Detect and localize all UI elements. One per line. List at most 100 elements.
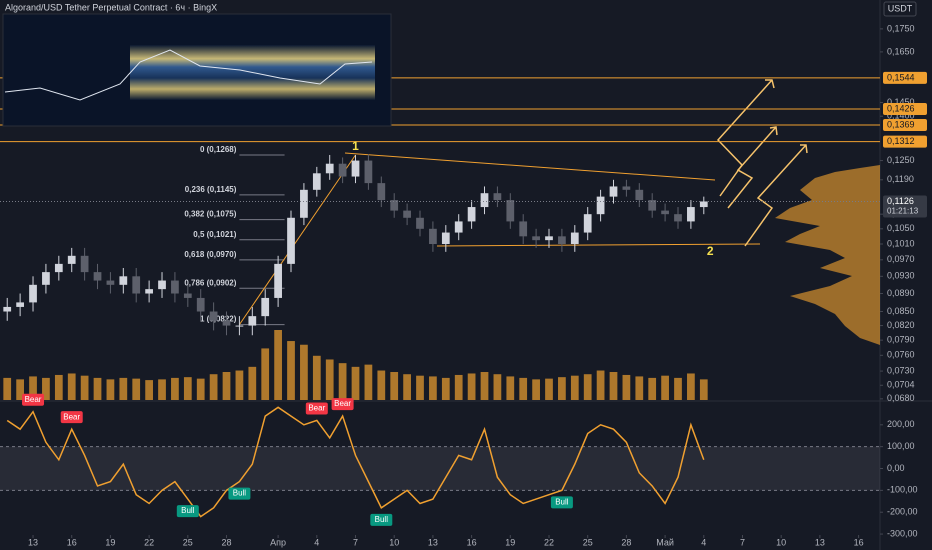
- inset-heatmap: [2, 13, 392, 127]
- volume-bar: [351, 366, 360, 400]
- fib-label: 0,382 (0,1075): [184, 210, 236, 219]
- level-label: 0,1544: [887, 72, 915, 82]
- fib-label: 0,236 (0,1145): [185, 185, 237, 194]
- volume-profile: [775, 165, 880, 345]
- y-tick-label: 200,00: [887, 419, 915, 429]
- volume-bar: [287, 341, 295, 400]
- y-tick-label: 0,1650: [887, 46, 915, 56]
- volume-bar: [183, 377, 192, 400]
- candle-body: [454, 221, 463, 233]
- y-tick-label: 0,0850: [887, 306, 915, 316]
- signal-box: [370, 513, 393, 526]
- volume-bar: [532, 379, 540, 400]
- candle-body: [248, 316, 257, 326]
- volume-bar: [235, 370, 244, 400]
- candle-body: [235, 325, 244, 327]
- level-label: 0,1312: [887, 136, 915, 146]
- signal-box: [22, 393, 45, 406]
- signal-label: Bull: [233, 489, 247, 498]
- x-tick-label: 13: [28, 537, 38, 547]
- x-tick-label: 28: [222, 537, 232, 547]
- fib-label: 0 (0,1268): [200, 145, 237, 154]
- candle-body: [545, 236, 553, 241]
- x-tick-label: 13: [815, 537, 825, 547]
- candle-body: [558, 236, 566, 245]
- candle-body: [274, 263, 282, 298]
- y-tick-label: -200,00: [887, 507, 918, 517]
- volume-bar: [158, 379, 166, 400]
- x-tick-label: 19: [105, 537, 115, 547]
- y-tick-label: 0,1450: [887, 97, 915, 107]
- cci-line: [6, 406, 705, 518]
- candle-body: [16, 302, 24, 307]
- volume-bar: [325, 359, 334, 400]
- volume-bar: [119, 377, 128, 400]
- volume-bar: [635, 376, 644, 400]
- candle-body: [596, 196, 605, 215]
- arrow-head: [800, 144, 808, 154]
- signal-box: [305, 402, 328, 415]
- fib-label: 1 (0,0822): [200, 315, 237, 324]
- y-tick-label: 0,1050: [887, 223, 915, 233]
- candle-body: [351, 160, 360, 177]
- projection-arrow: [744, 144, 807, 247]
- volume-bar: [661, 375, 669, 400]
- level-label: 0,1426: [887, 103, 915, 113]
- x-tick-label: 25: [583, 537, 593, 547]
- volume-bar: [80, 375, 89, 400]
- candle-body: [67, 255, 76, 264]
- x-tick-label: 22: [144, 537, 154, 547]
- candle-body: [106, 280, 115, 285]
- volume-bar: [699, 379, 708, 400]
- candle-body: [338, 163, 347, 177]
- arrow-head: [769, 126, 778, 136]
- y-tick-label: 0,0760: [887, 350, 915, 360]
- candle-body: [674, 214, 682, 222]
- volume-bar: [222, 372, 231, 400]
- candle-body: [312, 173, 321, 190]
- volume-bar: [171, 377, 179, 400]
- volume-bar: [570, 375, 579, 400]
- wave-label: 2: [707, 244, 714, 258]
- x-tick-label: 19: [505, 537, 515, 547]
- signal-box: [228, 487, 251, 500]
- candle-body: [300, 189, 308, 218]
- volume-bar: [42, 377, 50, 400]
- fib-label: 0,786 (0,0902): [184, 278, 236, 287]
- projection-arrow: [727, 126, 777, 209]
- candle-body: [183, 293, 192, 298]
- candle-body: [3, 306, 12, 312]
- projection-arrow: [716, 79, 773, 197]
- volume-bar: [16, 379, 24, 400]
- candle-body: [467, 207, 476, 222]
- y-tick-label: 0,00: [887, 463, 905, 473]
- candle-body: [42, 272, 50, 285]
- cci-band: [0, 446, 880, 491]
- candle-body: [609, 186, 618, 197]
- candle-body: [261, 297, 270, 317]
- volume-bar: [596, 370, 605, 400]
- volume-bar: [145, 380, 153, 400]
- y-tick-label: 0,0930: [887, 271, 915, 281]
- candle-body: [80, 255, 89, 273]
- x-tick-label: 13: [428, 537, 438, 547]
- chart-title: Algorand/USD Tether Perpetual Contract ·…: [5, 2, 217, 12]
- candle-body: [648, 200, 657, 211]
- volume-bar: [622, 374, 631, 400]
- volume-bar: [67, 373, 76, 400]
- volume-bar: [558, 377, 566, 400]
- volume-bar: [196, 378, 205, 400]
- level-box: [883, 71, 927, 84]
- y-tick-label: 0,0820: [887, 320, 915, 330]
- candle-body: [532, 236, 540, 241]
- y-tick-label: 0,0890: [887, 288, 915, 298]
- volume-bar: [209, 374, 218, 400]
- volume-bar: [338, 363, 347, 400]
- volume-bar: [493, 374, 502, 400]
- x-tick-label: 22: [544, 537, 554, 547]
- signal-label: Bear: [308, 404, 325, 413]
- candle-body: [429, 228, 437, 245]
- arrow-head: [765, 79, 775, 89]
- candle-body: [416, 217, 424, 229]
